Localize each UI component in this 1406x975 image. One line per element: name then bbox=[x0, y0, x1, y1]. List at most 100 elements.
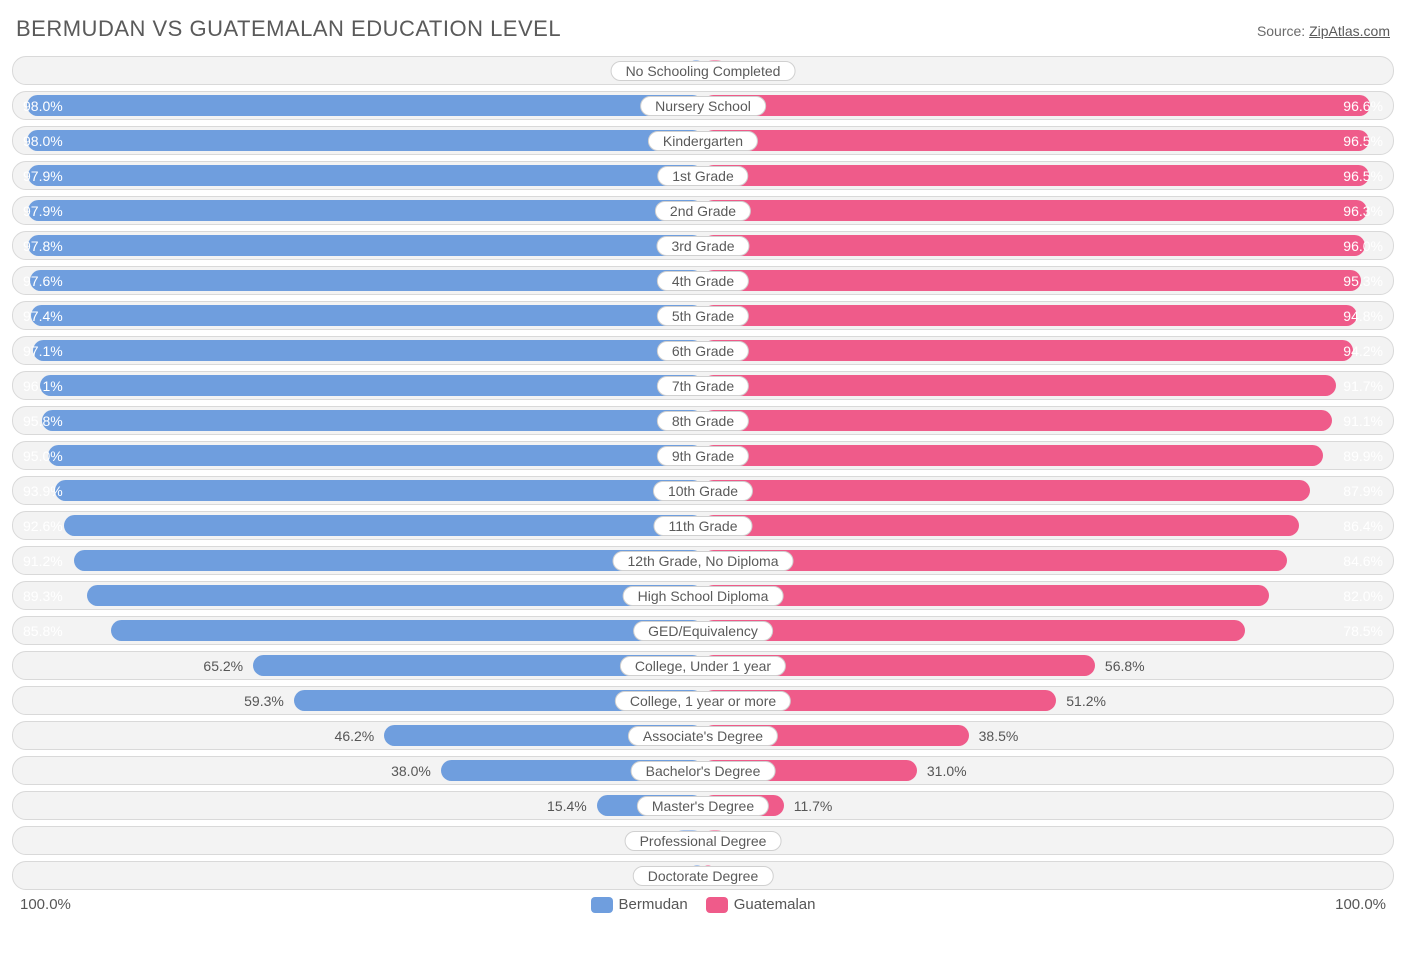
value-left: 15.4% bbox=[537, 798, 597, 814]
value-left: 97.4% bbox=[13, 308, 73, 324]
category-label: High School Diploma bbox=[623, 586, 784, 606]
source-prefix: Source: bbox=[1257, 23, 1309, 39]
legend-label-left: Bermudan bbox=[619, 896, 688, 913]
bar-row: 2.1%3.5%No Schooling Completed bbox=[12, 56, 1394, 85]
category-label: 3rd Grade bbox=[656, 236, 749, 256]
chart-source: Source: ZipAtlas.com bbox=[1257, 23, 1390, 39]
category-label: 2nd Grade bbox=[655, 201, 751, 221]
value-left: 91.2% bbox=[13, 553, 73, 569]
bar-right bbox=[703, 480, 1310, 501]
axis-max-left: 100.0% bbox=[20, 896, 71, 913]
bar-row: 98.0%96.5%Kindergarten bbox=[12, 126, 1394, 155]
value-right: 96.6% bbox=[1333, 98, 1393, 114]
bar-left bbox=[42, 410, 703, 431]
value-right: 94.2% bbox=[1333, 343, 1393, 359]
value-left: 89.3% bbox=[13, 588, 73, 604]
category-label: 9th Grade bbox=[657, 446, 749, 466]
value-right: 31.0% bbox=[917, 763, 977, 779]
bar-left bbox=[40, 375, 703, 396]
category-label: College, 1 year or more bbox=[615, 691, 791, 711]
bar-left bbox=[27, 130, 703, 151]
bar-row: 93.9% 87.9% 10th Grade bbox=[12, 476, 1394, 505]
bar-right bbox=[703, 200, 1367, 221]
value-left: 95.0% bbox=[13, 448, 73, 464]
value-right: 84.6% bbox=[1333, 553, 1393, 569]
value-left: 65.2% bbox=[193, 658, 253, 674]
category-label: Doctorate Degree bbox=[633, 866, 774, 886]
bar-right bbox=[703, 235, 1365, 256]
legend-label-right: Guatemalan bbox=[734, 896, 816, 913]
bar-row: 91.2%84.6%12th Grade, No Diploma bbox=[12, 546, 1394, 575]
legend-swatch-left bbox=[591, 897, 613, 913]
category-label: 10th Grade bbox=[653, 481, 753, 501]
bar-row: 4.4%3.5%Professional Degree bbox=[12, 826, 1394, 855]
value-right: 96.5% bbox=[1333, 133, 1393, 149]
category-label: Professional Degree bbox=[625, 831, 782, 851]
legend: Bermudan Guatemalan bbox=[71, 896, 1335, 913]
category-label: 1st Grade bbox=[657, 166, 748, 186]
bar-left bbox=[48, 445, 704, 466]
category-label: Kindergarten bbox=[648, 131, 758, 151]
category-label: Associate's Degree bbox=[628, 726, 778, 746]
bar-row: 95.0% 89.9% 9th Grade bbox=[12, 441, 1394, 470]
bar-row: 85.8%78.5%GED/Equivalency bbox=[12, 616, 1394, 645]
value-left: 97.8% bbox=[13, 238, 73, 254]
bar-right bbox=[703, 410, 1332, 431]
bar-row: 95.8%91.1%8th Grade bbox=[12, 406, 1394, 435]
category-label: 11th Grade bbox=[653, 516, 752, 536]
chart-footer: 100.0% Bermudan Guatemalan 100.0% bbox=[12, 896, 1394, 913]
bar-right bbox=[703, 95, 1370, 116]
bar-right bbox=[703, 585, 1269, 606]
category-label: 6th Grade bbox=[657, 341, 749, 361]
value-left: 93.9% bbox=[13, 483, 73, 499]
bar-left bbox=[111, 620, 703, 641]
bar-left bbox=[27, 95, 703, 116]
bar-right bbox=[703, 270, 1361, 291]
bar-right bbox=[703, 305, 1357, 326]
value-right: 96.5% bbox=[1333, 168, 1393, 184]
value-right: 91.1% bbox=[1333, 413, 1393, 429]
bar-row: 97.9%96.3%2nd Grade bbox=[12, 196, 1394, 225]
category-label: Bachelor's Degree bbox=[631, 761, 776, 781]
bar-right bbox=[703, 130, 1369, 151]
bar-left bbox=[28, 165, 704, 186]
value-right: 94.8% bbox=[1333, 308, 1393, 324]
category-label: Nursery School bbox=[640, 96, 766, 116]
category-label: 7th Grade bbox=[657, 376, 749, 396]
category-label: 4th Grade bbox=[657, 271, 749, 291]
value-left: 85.8% bbox=[13, 623, 73, 639]
value-left: 97.9% bbox=[13, 203, 73, 219]
source-link[interactable]: ZipAtlas.com bbox=[1309, 23, 1390, 39]
value-right: 82.0% bbox=[1333, 588, 1393, 604]
bar-right bbox=[703, 340, 1353, 361]
value-right: 89.9% bbox=[1333, 448, 1393, 464]
bar-row: 59.3%51.2%College, 1 year or more bbox=[12, 686, 1394, 715]
bar-row: 46.2%38.5%Associate's Degree bbox=[12, 721, 1394, 750]
bar-right bbox=[703, 445, 1323, 466]
value-right: 87.9% bbox=[1333, 483, 1393, 499]
bar-row: 15.4%11.7%Master's Degree bbox=[12, 791, 1394, 820]
category-label: College, Under 1 year bbox=[620, 656, 786, 676]
bar-left bbox=[74, 550, 703, 571]
bar-left bbox=[28, 200, 704, 221]
value-left: 95.8% bbox=[13, 413, 73, 429]
bar-row: 97.9%96.5%1st Grade bbox=[12, 161, 1394, 190]
bar-left bbox=[64, 515, 703, 536]
bar-right bbox=[703, 375, 1336, 396]
bar-right bbox=[703, 165, 1369, 186]
chart-header: BERMUDAN VS GUATEMALAN EDUCATION LEVEL S… bbox=[12, 16, 1394, 42]
value-left: 98.0% bbox=[13, 98, 73, 114]
category-label: Master's Degree bbox=[637, 796, 769, 816]
diverging-bar-chart: 2.1%3.5%No Schooling Completed 98.0% 96.6%… bbox=[12, 56, 1394, 890]
bar-left bbox=[87, 585, 703, 606]
category-label: No Schooling Completed bbox=[611, 61, 796, 81]
bar-row: 98.0% 96.6% Nursery School bbox=[12, 91, 1394, 120]
bar-row: 96.1%91.7%7th Grade bbox=[12, 371, 1394, 400]
axis-max-right: 100.0% bbox=[1335, 896, 1386, 913]
value-right: 51.2% bbox=[1056, 693, 1116, 709]
bar-row: 38.0%31.0%Bachelor's Degree bbox=[12, 756, 1394, 785]
bar-row: 1.8%1.4%Doctorate Degree bbox=[12, 861, 1394, 890]
legend-item-right: Guatemalan bbox=[706, 896, 816, 913]
bar-row: 92.6%86.4%11th Grade bbox=[12, 511, 1394, 540]
bar-row: 97.8%96.0%3rd Grade bbox=[12, 231, 1394, 260]
